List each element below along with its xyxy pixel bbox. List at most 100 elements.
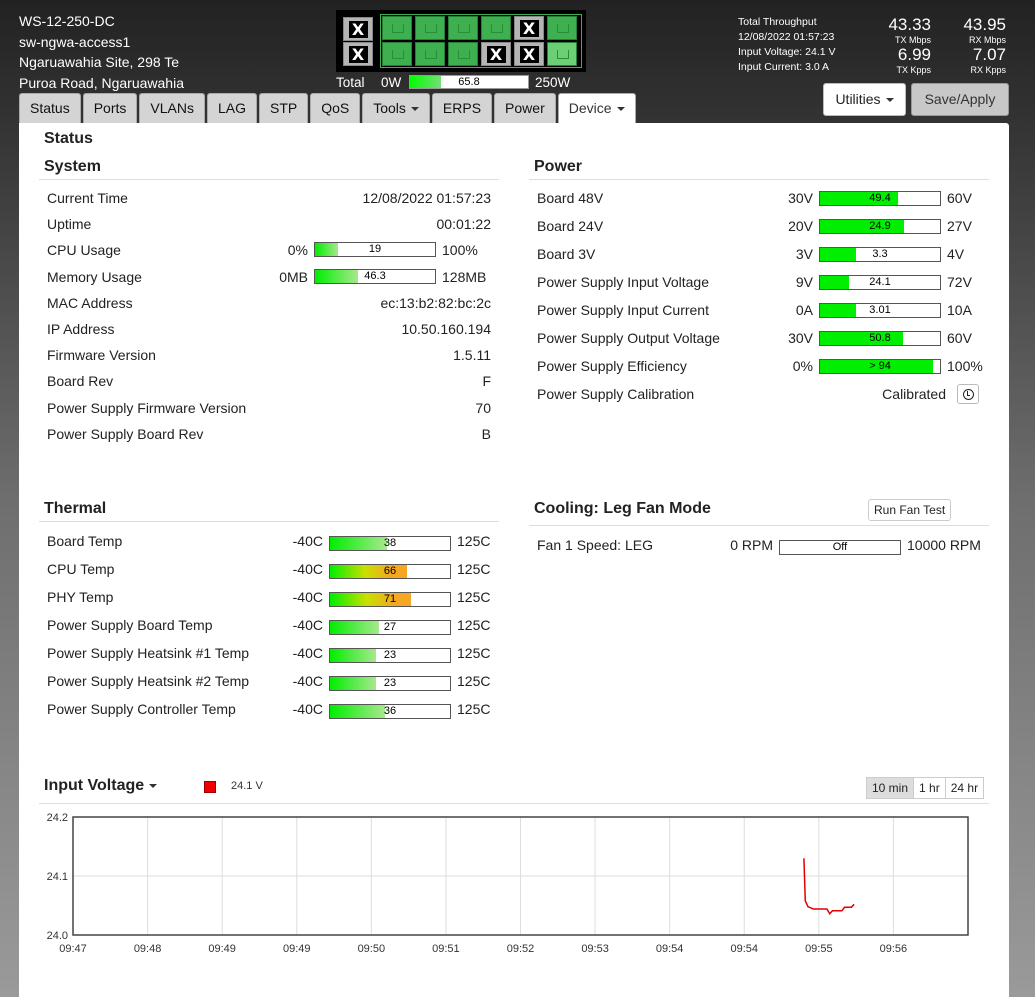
port-down-icon: X — [486, 45, 506, 63]
gauge-value: 71 — [383, 593, 397, 605]
port-1[interactable] — [382, 16, 412, 40]
row-label: CPU Usage — [47, 242, 121, 259]
range-min: 0A — [795, 302, 813, 318]
port-3[interactable] — [415, 16, 445, 40]
save-apply-button[interactable]: Save/Apply — [911, 83, 1009, 116]
series-line — [803, 858, 855, 916]
cooling-row: Fan 1 Speed: LEG 0 RPM Off 10000 RPM — [537, 535, 981, 555]
total-power: Total 0W 65.8 250W — [336, 74, 570, 90]
system-row: Firmware Version 1.5.11 — [47, 345, 491, 365]
utilities-label: Utilities — [835, 91, 881, 107]
rx-mbps-stat: 43.95 RX Mbps — [945, 15, 1006, 45]
row-label: Power Supply Board Temp — [47, 617, 213, 633]
gauge-bar: > 94 — [819, 359, 941, 374]
row-label: Firmware Version — [47, 347, 156, 364]
utilities-button[interactable]: Utilities — [823, 83, 906, 116]
row-label: CPU Temp — [47, 561, 115, 577]
divider — [39, 179, 499, 180]
row-value: Calibrated — [882, 386, 946, 402]
power-row: Power Supply Input Voltage 9V 24.1 72V — [537, 272, 981, 292]
system-section-title: System — [44, 158, 101, 175]
graph-selector[interactable]: Input Voltage — [44, 777, 158, 795]
x-tick-label: 09:51 — [432, 943, 460, 955]
system-row: Current Time 12/08/2022 01:57:23 — [47, 188, 491, 208]
port-5[interactable] — [448, 16, 478, 40]
row-value: 70 — [475, 399, 491, 416]
total-min: 0W — [381, 74, 402, 90]
chevron-down-icon — [885, 98, 894, 103]
sfp-port-1[interactable]: X — [343, 17, 373, 41]
gauge-fill — [330, 705, 386, 718]
rx-kpps-value: 7.07 — [972, 45, 1006, 64]
port-down-icon: X — [519, 19, 539, 37]
header-input-current: Input Current: 3.0 A — [738, 61, 830, 73]
range-1-hr[interactable]: 1 hr — [913, 777, 946, 799]
port-7[interactable] — [481, 16, 511, 40]
tab-label: STP — [269, 100, 298, 116]
page-title: Status — [44, 130, 93, 147]
gauge-fill — [820, 304, 856, 317]
row-label: Power Supply Input Voltage — [537, 274, 710, 290]
header-timestamp: 12/08/2022 01:57:23 — [738, 31, 835, 43]
port-2[interactable] — [382, 42, 412, 66]
port-9[interactable]: X — [514, 16, 544, 40]
tab-stp[interactable]: STP — [258, 93, 309, 123]
range-max: 72V — [947, 274, 972, 290]
row-label: Board 48V — [537, 190, 604, 206]
total-label: Total — [336, 74, 365, 90]
tab-erps[interactable]: ERPS — [431, 93, 493, 123]
gauge-value: 19 — [368, 243, 382, 256]
tab-label: Ports — [93, 100, 127, 116]
range-min: -40C — [292, 645, 323, 661]
y-tick-label: 24.1 — [47, 871, 68, 883]
row-label: Board Temp — [47, 533, 123, 549]
clock-icon — [962, 388, 974, 400]
thermal-row: Power Supply Heatsink #2 Temp -40C 23 125C — [47, 671, 491, 691]
thermal-row: Power Supply Controller Temp -40C 36 125C — [47, 699, 491, 719]
system-row: IP Address 10.50.160.194 — [47, 319, 491, 339]
x-tick-label: 09:48 — [134, 943, 162, 955]
gauge-value: 23 — [383, 649, 397, 661]
port-12[interactable] — [547, 42, 577, 66]
port-6[interactable] — [448, 42, 478, 66]
gauge-bar: 66 — [329, 564, 451, 579]
tab-tools[interactable]: Tools — [362, 93, 430, 123]
range-max: 27V — [947, 218, 972, 234]
row-label: IP Address — [47, 321, 115, 337]
cooling-section-title: Cooling: Leg Fan Mode — [534, 500, 711, 517]
row-label: Memory Usage — [47, 268, 142, 285]
range-min: 0 RPM — [730, 537, 773, 553]
tab-status[interactable]: Status — [19, 93, 81, 123]
run-fan-test-button[interactable]: Run Fan Test — [868, 499, 952, 521]
x-tick-label: 09:47 — [59, 943, 87, 955]
tab-label: Device — [568, 100, 612, 116]
range-24-hr[interactable]: 24 hr — [944, 777, 985, 799]
gauge-value: Off — [832, 541, 848, 553]
gauge-fill — [330, 677, 376, 690]
gauge-value: 3.01 — [869, 304, 891, 316]
tab-device[interactable]: Device — [557, 93, 636, 125]
tab-power[interactable]: Power — [494, 93, 556, 123]
thermal-row: Power Supply Heatsink #1 Temp -40C 23 125C — [47, 643, 491, 663]
input-voltage-chart: 09:47 09:48 09:49 09:49 09:50 09:51 09:52 09:53… — [47, 812, 969, 955]
sfp-port-2[interactable]: X — [343, 42, 373, 66]
port-11[interactable] — [547, 16, 577, 40]
port-8[interactable]: X — [481, 42, 511, 66]
calibrate-button[interactable] — [957, 384, 979, 404]
tab-vlans[interactable]: VLANs — [139, 93, 205, 123]
tab-ports[interactable]: Ports — [82, 93, 138, 123]
tab-lag[interactable]: LAG — [206, 93, 257, 123]
tab-qos[interactable]: QoS — [310, 93, 361, 123]
gauge-fill — [315, 243, 338, 257]
thermal-row: Power Supply Board Temp -40C 27 125C — [47, 615, 491, 635]
port-4[interactable] — [415, 42, 445, 66]
range-max: 128MB — [442, 268, 487, 285]
range-max: 10000 RPM — [907, 537, 981, 553]
gauge-bar: 38 — [329, 536, 451, 551]
gauge-fill — [330, 649, 376, 662]
port-10[interactable]: X — [514, 42, 544, 66]
x-tick-label: 09:54 — [656, 943, 684, 955]
power-row: Power Supply Input Current 0A 3.01 10A — [537, 300, 981, 320]
power-section-title: Power — [534, 158, 583, 175]
tab-label: QoS — [321, 100, 350, 116]
